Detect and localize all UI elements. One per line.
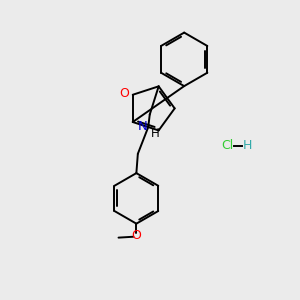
Text: N: N <box>138 120 148 133</box>
Text: O: O <box>131 229 141 242</box>
Text: H: H <box>150 127 159 140</box>
Text: O: O <box>119 87 129 100</box>
Text: Cl: Cl <box>221 139 234 152</box>
Text: H: H <box>243 139 252 152</box>
